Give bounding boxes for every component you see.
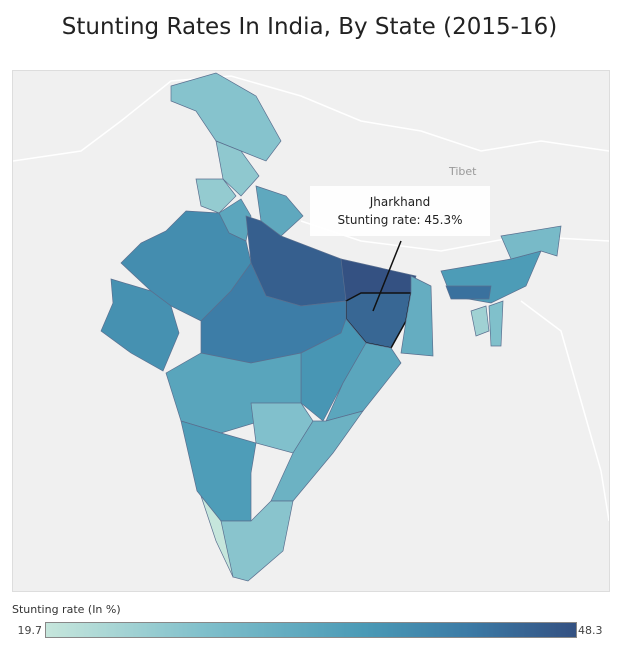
india-map[interactable]: Tibet (12, 71, 610, 591)
legend-title: Stunting rate (In %) (12, 603, 121, 616)
map-label-tibet: Tibet (448, 165, 477, 178)
state-gujarat[interactable] (100, 278, 180, 372)
state-tripura[interactable] (470, 305, 490, 337)
state-arunachal-pradesh[interactable] (500, 225, 562, 260)
tooltip-value: Stunting rate: 45.3% (337, 213, 463, 227)
state-jammu-kashmir[interactable] (170, 72, 282, 162)
state-karnataka[interactable] (180, 420, 257, 522)
tooltip-pointer (372, 240, 402, 312)
chart-title: Stunting Rates In India, By State (2015-… (61, 14, 558, 40)
tooltip-state: Jharkhand (369, 195, 431, 209)
state-meghalaya[interactable] (445, 285, 492, 300)
legend-max: 48.3 (578, 624, 603, 637)
state-himachal-pradesh[interactable] (215, 140, 260, 197)
legend-color-bar (45, 622, 577, 638)
state-tamil-nadu[interactable] (220, 500, 294, 582)
state-mizoram[interactable] (488, 300, 504, 347)
tooltip: Jharkhand Stunting rate: 45.3% (310, 186, 490, 236)
state-punjab[interactable] (195, 178, 237, 214)
state-uttarakhand[interactable] (255, 185, 304, 237)
state-west-bengal[interactable] (400, 275, 434, 357)
map-area[interactable]: Tibet (12, 70, 610, 592)
legend-min: 19.7 (17, 624, 43, 637)
